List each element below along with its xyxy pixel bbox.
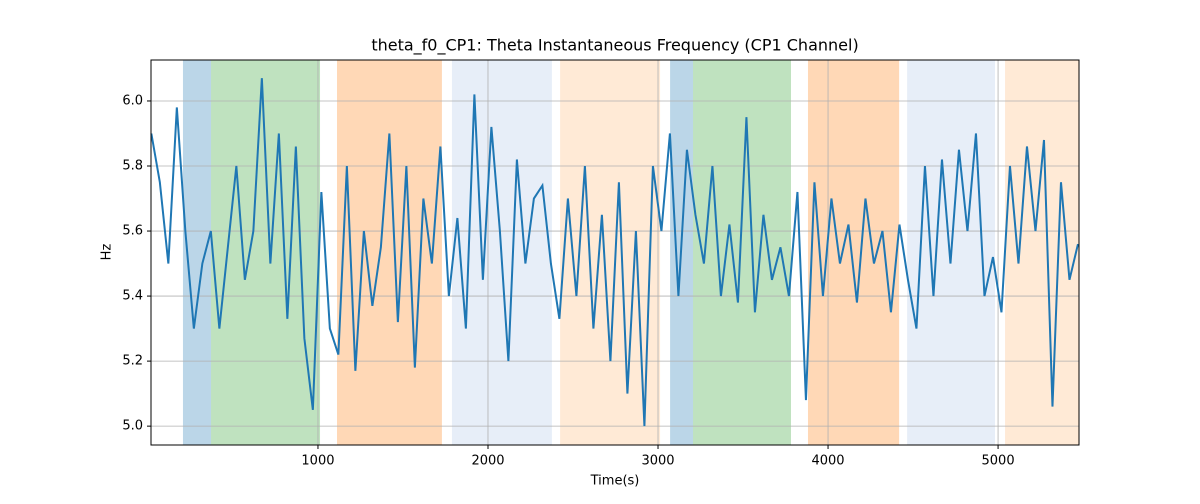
x-tick-label: 3000 [641,454,674,469]
shaded-span [211,60,321,445]
x-tick-label: 2000 [471,454,504,469]
shaded-span [693,60,791,445]
y-tick-label: 5.4 [122,289,143,304]
data-line [150,78,1079,427]
y-tick-label: 5.8 [122,159,143,174]
y-axis-label: Hz [100,244,115,261]
plot-frame [150,59,1080,446]
y-tick-label: 5.6 [122,224,143,239]
chart-title: theta_f0_CP1: Theta Instantaneous Freque… [371,36,858,56]
x-tick-label: 5000 [982,454,1015,469]
y-tick-label: 5.2 [122,354,143,369]
y-tick-label: 6.0 [122,93,143,108]
y-tick-label: 5.0 [122,419,143,434]
shaded-span [337,60,442,445]
x-tick-label: 1000 [301,454,334,469]
x-tick-label: 4000 [811,454,844,469]
x-axis-label: Time(s) [590,474,640,489]
